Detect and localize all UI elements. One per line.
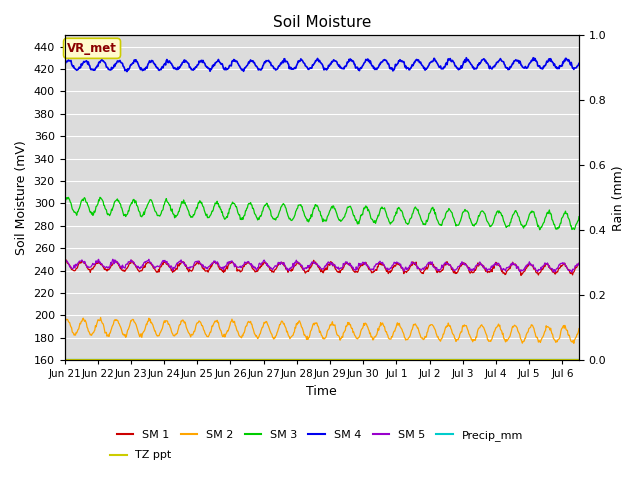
Y-axis label: Rain (mm): Rain (mm) [612, 165, 625, 230]
X-axis label: Time: Time [307, 385, 337, 398]
Title: Soil Moisture: Soil Moisture [273, 15, 371, 30]
Legend: TZ ppt: TZ ppt [106, 446, 176, 465]
Y-axis label: Soil Moisture (mV): Soil Moisture (mV) [15, 140, 28, 255]
Text: VR_met: VR_met [67, 42, 117, 55]
Legend: SM 1, SM 2, SM 3, SM 4, SM 5, Precip_mm: SM 1, SM 2, SM 3, SM 4, SM 5, Precip_mm [112, 426, 528, 445]
